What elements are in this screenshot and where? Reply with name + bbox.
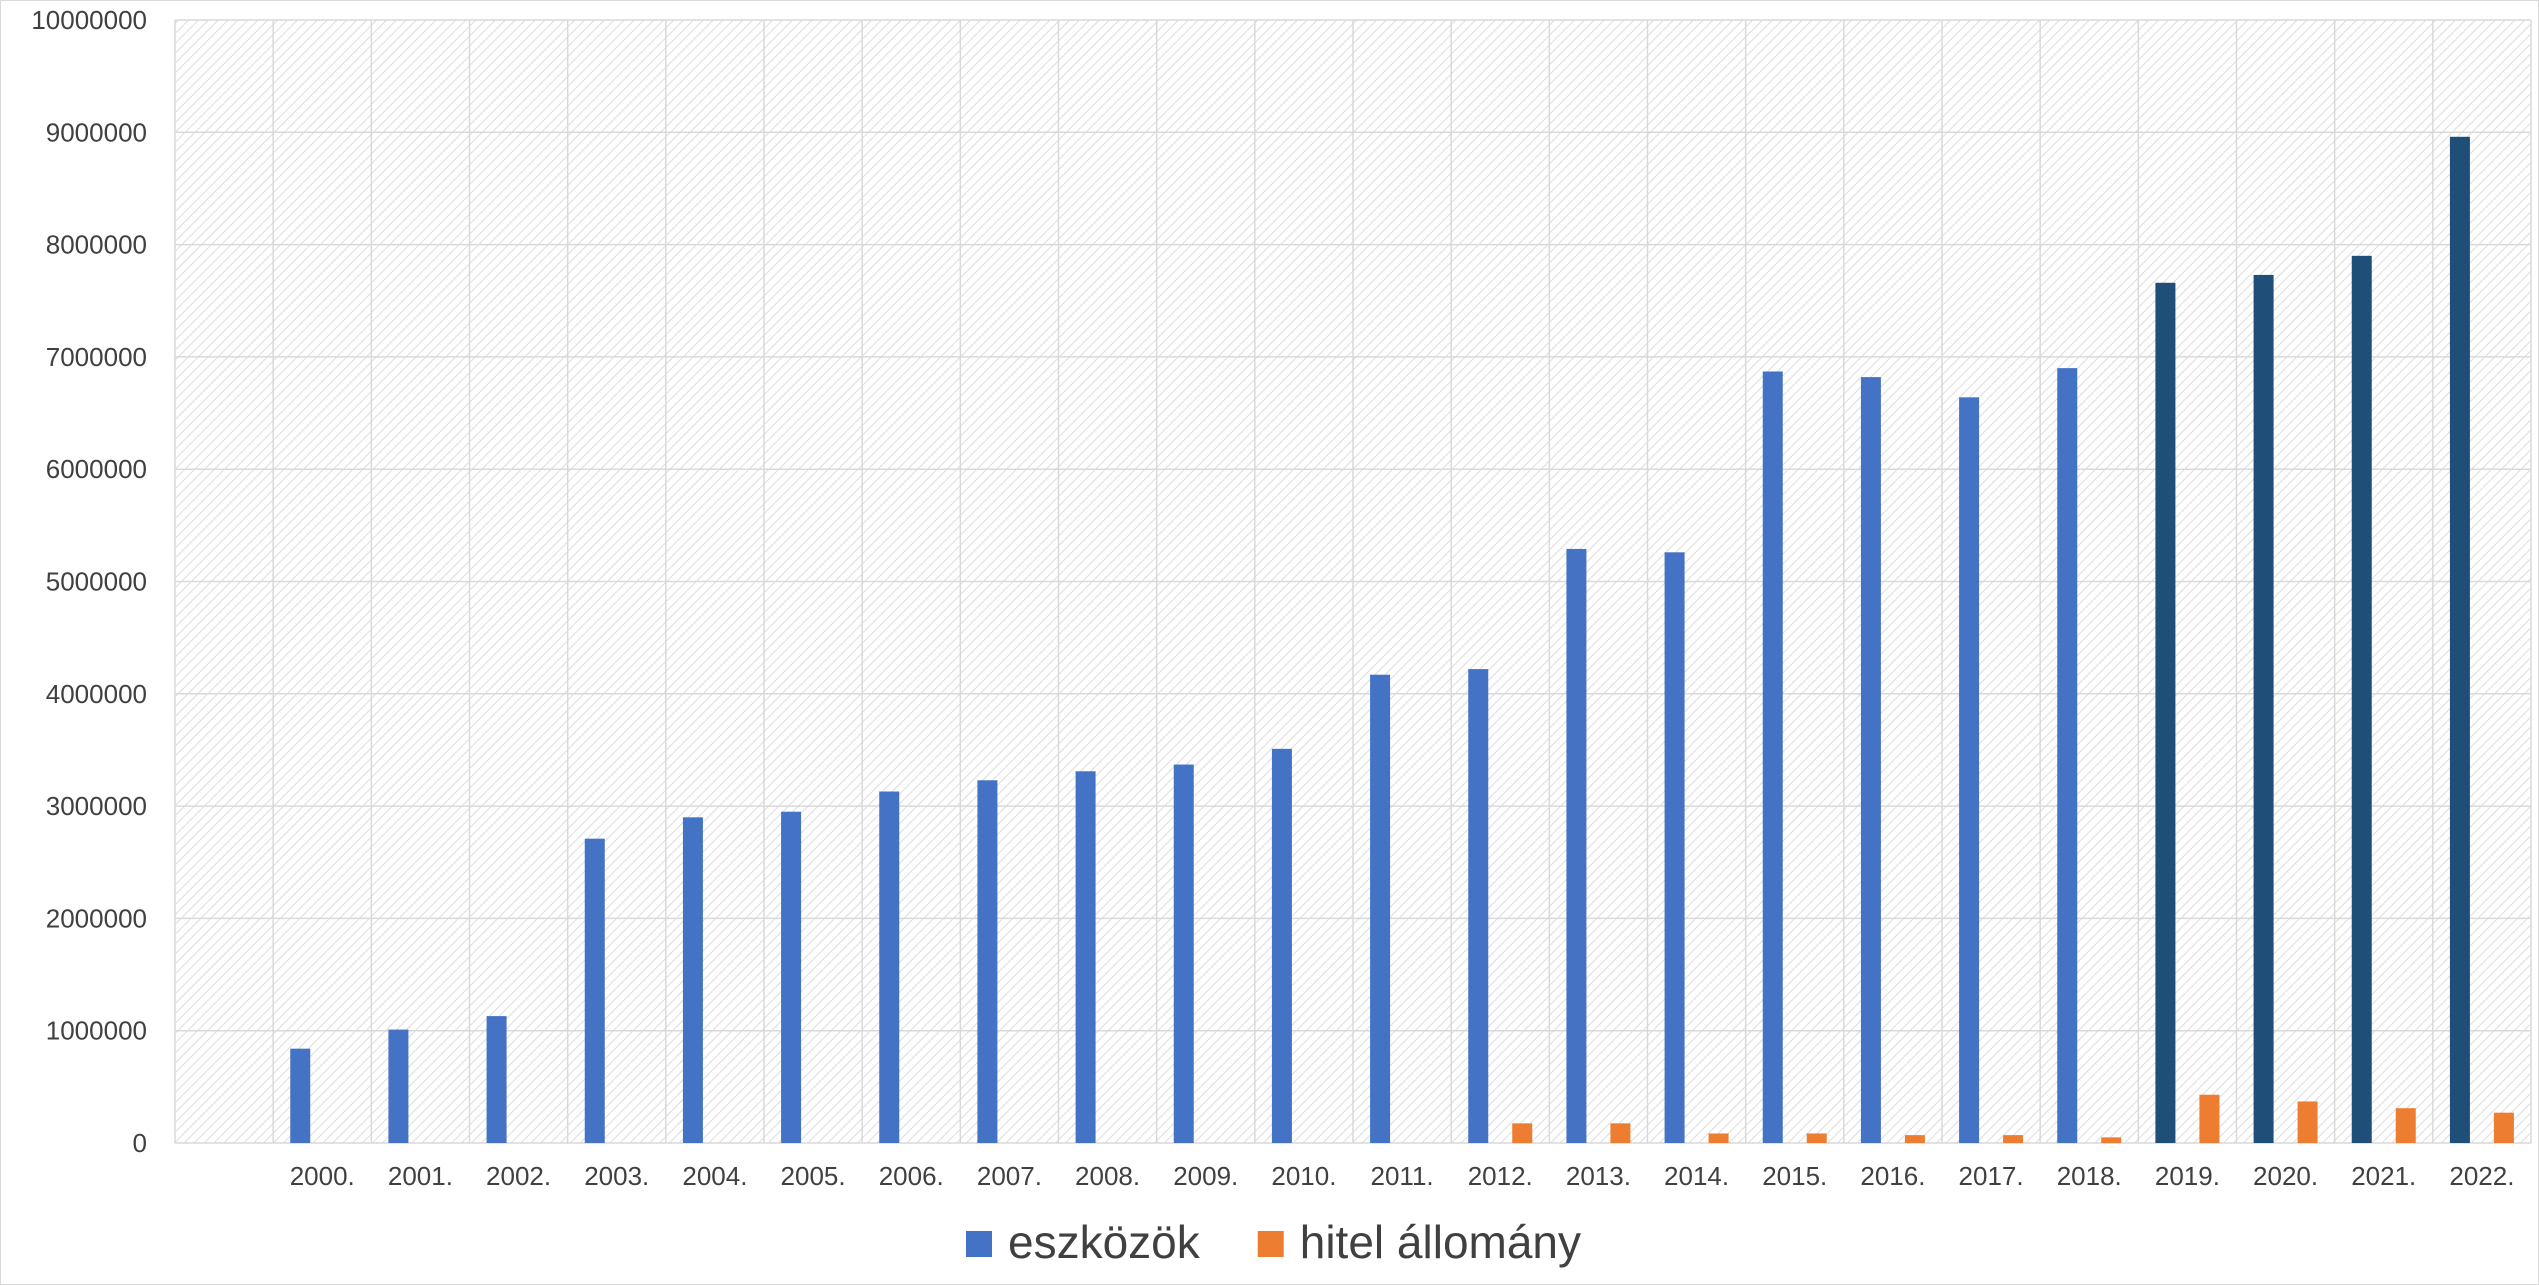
bar-eszkozok (1468, 669, 1489, 1143)
bar-eszkozok (584, 838, 605, 1143)
bar-hitel-allomany (2101, 1137, 2122, 1143)
x-tick-label: 2005. (781, 1161, 846, 1191)
bar-hitel-allomany (1708, 1133, 1729, 1143)
bar-hitel-allomany (2493, 1112, 2514, 1143)
x-tick-label: 2014. (1664, 1161, 1729, 1191)
y-axis-tick-labels: 0 1000000 2000000 3000000 4000000 5000000 6000… (31, 5, 147, 1158)
x-tick-label: 2020. (2253, 1161, 2318, 1191)
x-tick-label: 2006. (879, 1161, 944, 1191)
bar-eszkozok (486, 1016, 507, 1143)
bar-eszkozok (682, 817, 703, 1143)
bar-eszkozok (388, 1029, 409, 1143)
x-tick-label: 2011. (1371, 1161, 1434, 1191)
bar-hitel-allomany (2395, 1108, 2416, 1143)
x-tick-label: 2004. (682, 1161, 747, 1191)
y-tick-label: 2000000 (46, 903, 147, 933)
legend-label: hitel állomány (1300, 1216, 1581, 1268)
x-tick-label: 2018. (2057, 1161, 2122, 1191)
bars (290, 136, 2514, 1144)
x-tick-label: 2012. (1468, 1161, 1533, 1191)
x-tick-label: 2016. (1860, 1161, 1925, 1191)
legend: eszközök hitel állomány (966, 1216, 1581, 1268)
bar-hitel-allomany (2199, 1094, 2220, 1143)
bar-eszkozok (2351, 255, 2372, 1143)
x-tick-label: 2003. (584, 1161, 649, 1191)
legend-swatch (966, 1231, 992, 1257)
bar-hitel-allomany (2003, 1135, 2024, 1143)
y-tick-label: 1000000 (46, 1016, 147, 1046)
x-tick-label: 2000. (290, 1161, 355, 1191)
x-tick-label: 2017. (1959, 1161, 2024, 1191)
bar-hitel-allomany (1610, 1123, 1631, 1143)
x-tick-label: 2013. (1566, 1161, 1631, 1191)
bar-eszkozok (1370, 674, 1391, 1143)
x-tick-label: 2002. (486, 1161, 551, 1191)
y-tick-label: 9000000 (46, 117, 147, 147)
bar-eszkozok (781, 811, 802, 1143)
x-tick-label: 2001. (388, 1161, 453, 1191)
x-tick-label: 2015. (1762, 1161, 1827, 1191)
y-tick-label: 10000000 (31, 5, 147, 35)
gridlines (174, 19, 2532, 1144)
bar-eszkozok (2057, 368, 2078, 1143)
bar-eszkozok (290, 1048, 311, 1143)
bar-eszkozok (1664, 552, 1685, 1143)
y-tick-label: 7000000 (46, 342, 147, 372)
y-tick-label: 3000000 (46, 791, 147, 821)
x-tick-label: 2010. (1271, 1161, 1336, 1191)
x-tick-label: 2021. (2351, 1161, 2416, 1191)
bar-eszkozok (1075, 771, 1096, 1143)
x-axis-tick-labels: 2000. 2001. 2002. 2003. 2004. 2005. 2006. 2007.… (290, 1161, 2515, 1191)
y-tick-label: 4000000 (46, 679, 147, 709)
y-tick-label: 6000000 (46, 454, 147, 484)
bar-eszkozok (1271, 748, 1292, 1143)
bar-eszkozok (2253, 274, 2274, 1143)
bar-eszkozok (1566, 548, 1587, 1143)
bar-eszkozok (1762, 371, 1783, 1143)
y-tick-label: 0 (133, 1128, 147, 1158)
bar-eszkozok (1173, 764, 1194, 1143)
legend-label: eszközök (1008, 1216, 1201, 1268)
x-tick-label: 2019. (2155, 1161, 2220, 1191)
x-tick-label: 2022. (2449, 1161, 2514, 1191)
x-tick-label: 2009. (1173, 1161, 1238, 1191)
y-tick-label: 8000000 (46, 230, 147, 260)
bar-hitel-allomany (1512, 1123, 1533, 1143)
legend-swatch (1257, 1231, 1284, 1257)
x-tick-label: 2007. (977, 1161, 1042, 1191)
bar-eszkozok (879, 791, 900, 1143)
y-tick-label: 5000000 (46, 567, 147, 597)
x-tick-label: 2008. (1075, 1161, 1140, 1191)
bar-hitel-allomany (1806, 1133, 1827, 1143)
bar-hitel-allomany (1904, 1135, 1925, 1143)
bar-eszkozok (1959, 397, 1980, 1143)
bar-eszkozok (2155, 282, 2176, 1144)
bar-hitel-allomany (2297, 1101, 2318, 1143)
bar-eszkozok (1860, 377, 1881, 1143)
bar-eszkozok (977, 780, 998, 1143)
bar-eszkozok (2449, 136, 2470, 1144)
